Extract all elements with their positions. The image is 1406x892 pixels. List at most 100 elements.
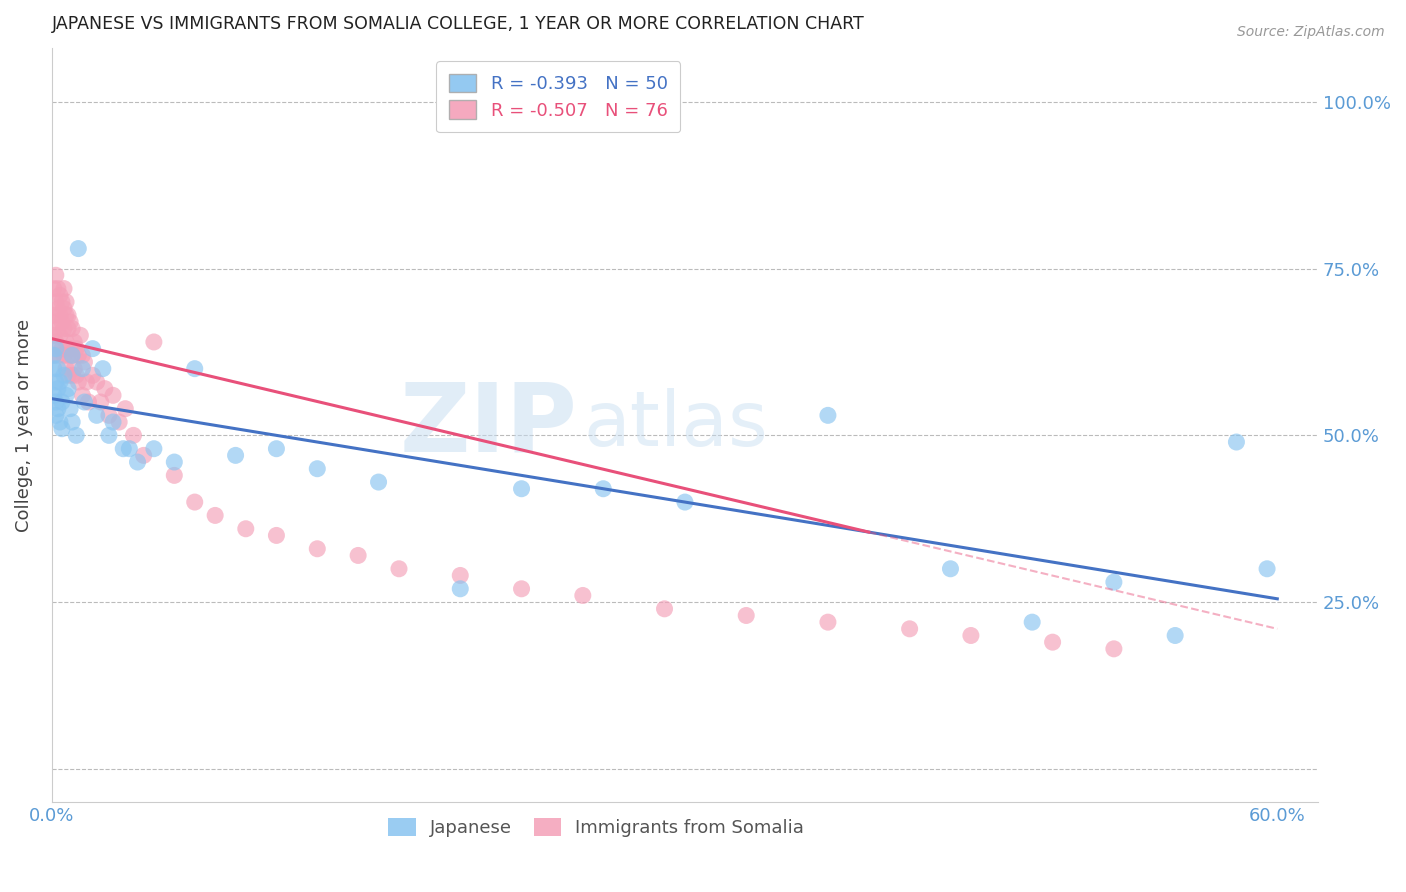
Point bbox=[60, 368, 83, 383]
Point bbox=[163, 455, 186, 469]
Point bbox=[69, 328, 91, 343]
Point bbox=[572, 589, 595, 603]
Point bbox=[1256, 562, 1278, 576]
Point bbox=[63, 334, 86, 349]
Point bbox=[51, 295, 73, 310]
Point bbox=[939, 562, 962, 576]
Point bbox=[82, 342, 104, 356]
Point bbox=[42, 308, 65, 322]
Point bbox=[42, 282, 65, 296]
Point bbox=[592, 482, 614, 496]
Y-axis label: College, 1 year or more: College, 1 year or more bbox=[15, 318, 32, 532]
Point bbox=[51, 422, 73, 436]
Point bbox=[46, 401, 69, 416]
Point bbox=[63, 361, 86, 376]
Point bbox=[1225, 435, 1247, 450]
Point bbox=[510, 582, 533, 596]
Point bbox=[72, 361, 94, 376]
Point bbox=[735, 608, 758, 623]
Point bbox=[55, 334, 77, 349]
Point bbox=[59, 315, 82, 329]
Text: ZIP: ZIP bbox=[399, 379, 578, 472]
Point bbox=[59, 342, 82, 356]
Point bbox=[55, 388, 77, 402]
Point bbox=[108, 415, 131, 429]
Point bbox=[45, 375, 67, 389]
Point bbox=[1021, 615, 1043, 629]
Point bbox=[1164, 628, 1187, 642]
Point bbox=[45, 342, 67, 356]
Point bbox=[67, 375, 90, 389]
Point bbox=[72, 388, 94, 402]
Point bbox=[45, 268, 67, 283]
Point bbox=[42, 348, 65, 362]
Point bbox=[67, 348, 90, 362]
Point bbox=[1042, 635, 1064, 649]
Point bbox=[225, 449, 247, 463]
Point bbox=[46, 361, 69, 376]
Point bbox=[817, 409, 839, 423]
Point bbox=[60, 348, 83, 362]
Point bbox=[183, 495, 205, 509]
Point bbox=[266, 528, 288, 542]
Point bbox=[817, 615, 839, 629]
Point bbox=[45, 395, 67, 409]
Point bbox=[53, 301, 76, 316]
Point bbox=[55, 308, 77, 322]
Point bbox=[183, 361, 205, 376]
Point bbox=[673, 495, 696, 509]
Point bbox=[49, 415, 72, 429]
Point bbox=[65, 342, 87, 356]
Point bbox=[388, 562, 411, 576]
Point bbox=[42, 328, 65, 343]
Point bbox=[142, 334, 165, 349]
Point bbox=[45, 315, 67, 329]
Point bbox=[60, 415, 83, 429]
Point bbox=[86, 409, 108, 423]
Point bbox=[45, 409, 67, 423]
Point bbox=[45, 334, 67, 349]
Point bbox=[91, 361, 114, 376]
Point bbox=[77, 395, 100, 409]
Point bbox=[449, 568, 471, 582]
Point bbox=[82, 368, 104, 383]
Point bbox=[127, 455, 149, 469]
Text: atlas: atlas bbox=[583, 388, 769, 462]
Point bbox=[56, 382, 79, 396]
Point bbox=[72, 348, 94, 362]
Point bbox=[898, 622, 921, 636]
Point bbox=[163, 468, 186, 483]
Point bbox=[53, 348, 76, 362]
Point bbox=[42, 388, 65, 402]
Point bbox=[55, 295, 77, 310]
Text: JAPANESE VS IMMIGRANTS FROM SOMALIA COLLEGE, 1 YEAR OR MORE CORRELATION CHART: JAPANESE VS IMMIGRANTS FROM SOMALIA COLL… bbox=[52, 15, 865, 33]
Point bbox=[49, 375, 72, 389]
Point bbox=[51, 315, 73, 329]
Point bbox=[46, 301, 69, 316]
Point bbox=[101, 388, 124, 402]
Point bbox=[112, 442, 135, 456]
Point bbox=[45, 295, 67, 310]
Point bbox=[56, 321, 79, 335]
Point bbox=[114, 401, 136, 416]
Point bbox=[654, 602, 676, 616]
Point bbox=[132, 449, 155, 463]
Point bbox=[60, 348, 83, 362]
Point bbox=[118, 442, 141, 456]
Point bbox=[73, 355, 96, 369]
Point bbox=[960, 628, 983, 642]
Point bbox=[97, 409, 120, 423]
Point bbox=[49, 328, 72, 343]
Legend: Japanese, Immigrants from Somalia: Japanese, Immigrants from Somalia bbox=[380, 809, 813, 846]
Point bbox=[49, 308, 72, 322]
Point bbox=[60, 321, 83, 335]
Point bbox=[510, 482, 533, 496]
Point bbox=[65, 368, 87, 383]
Point bbox=[73, 395, 96, 409]
Point bbox=[142, 442, 165, 456]
Point bbox=[67, 242, 90, 256]
Point bbox=[46, 382, 69, 396]
Point bbox=[46, 321, 69, 335]
Point bbox=[59, 401, 82, 416]
Point bbox=[51, 395, 73, 409]
